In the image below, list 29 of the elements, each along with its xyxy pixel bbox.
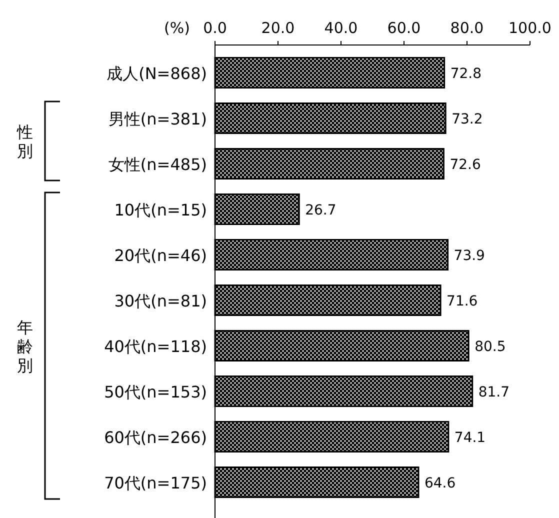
x-tick-label: 100.0: [508, 19, 552, 37]
y-tick-label: 60代(n=266): [104, 428, 207, 447]
y-tick-label: 女性(n=485): [108, 154, 207, 174]
data-label: 73.2: [452, 111, 483, 128]
y-tick-label: 50代(n=153): [104, 382, 207, 402]
y-tick-label: 10代(n=15): [114, 200, 207, 220]
y-tick-label: 20代(n=46): [114, 246, 207, 265]
y-tick-label: 40代(n=118): [104, 336, 207, 356]
text: 年齢別: [17, 318, 33, 375]
data-label: 26.7: [305, 202, 336, 218]
data-label: 81.7: [478, 384, 510, 400]
y-tick-label: 男性(n=381): [108, 109, 207, 128]
data-label: 72.6: [450, 156, 481, 173]
x-tick-label: 40.0: [324, 19, 358, 37]
data-label: 74.1: [454, 430, 486, 446]
x-tick-label: 80.0: [450, 19, 484, 37]
y-tick-label: 30代(n=81): [114, 291, 207, 310]
x-axis-title: (%): [164, 19, 190, 37]
data-label: 80.5: [474, 338, 506, 355]
y-tick-label: 成人(N=868): [106, 64, 207, 83]
data-label: 71.6: [446, 293, 478, 310]
x-tick-label: 60.0: [387, 19, 421, 37]
data-label: 64.6: [424, 475, 456, 492]
x-tick-label: 20.0: [261, 19, 295, 37]
data-label: 72.8: [450, 66, 482, 82]
data-label: 73.9: [454, 248, 485, 264]
y-tick-label: 70代(n=175): [104, 473, 207, 492]
x-tick-label: 0.0: [203, 19, 227, 37]
text: 性別: [16, 122, 33, 160]
